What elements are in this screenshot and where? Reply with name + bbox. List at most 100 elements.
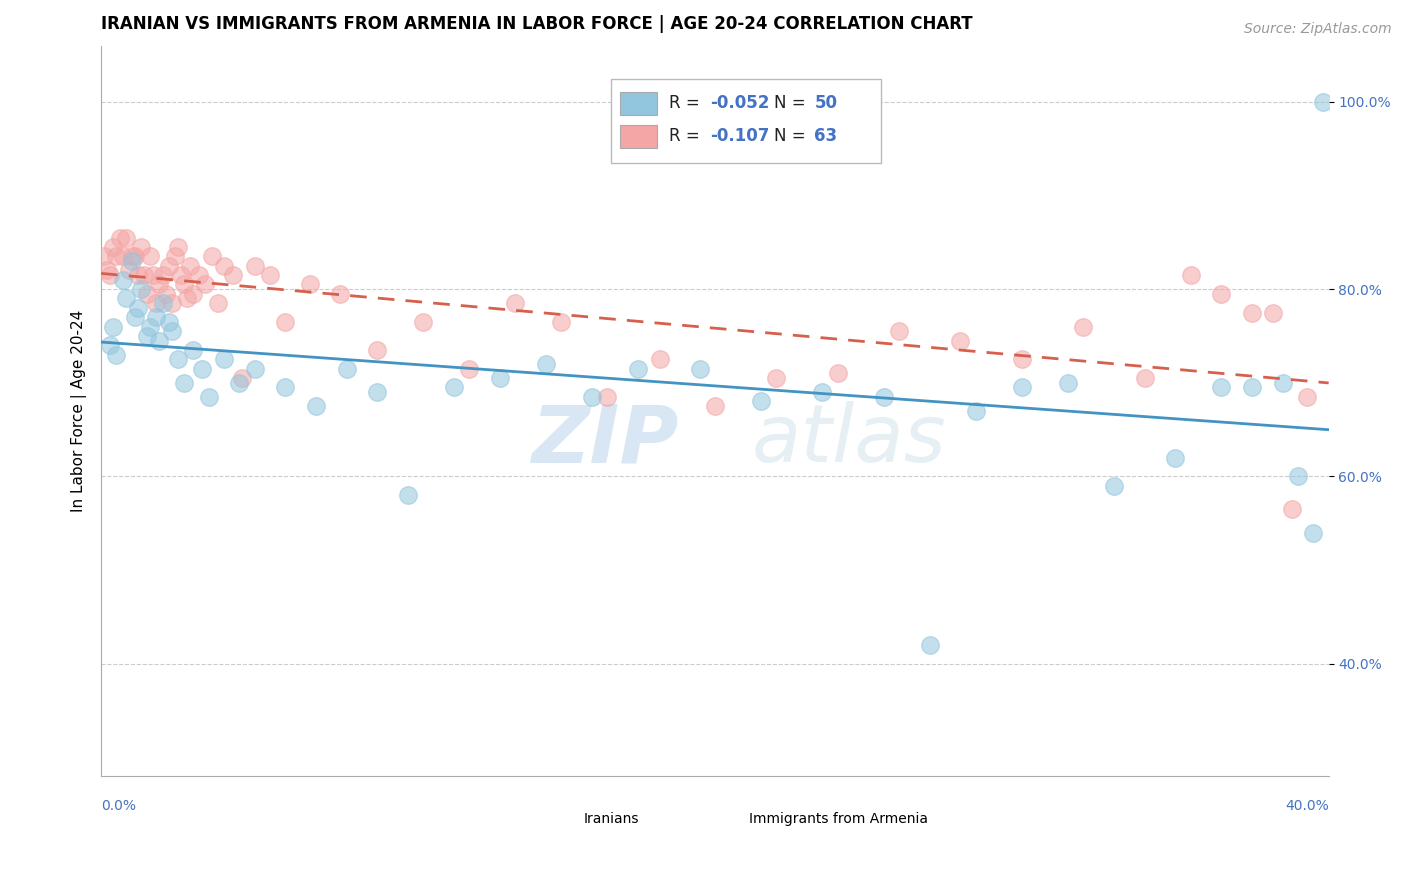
Point bbox=[201, 249, 224, 263]
Point bbox=[1133, 371, 1156, 385]
Text: atlas: atlas bbox=[752, 401, 946, 479]
Point bbox=[152, 268, 174, 282]
Y-axis label: In Labor Force | Age 20-24: In Labor Force | Age 20-24 bbox=[72, 310, 87, 512]
Point bbox=[949, 334, 972, 348]
Bar bbox=[610, 78, 880, 162]
Point bbox=[243, 259, 266, 273]
Point bbox=[176, 292, 198, 306]
Point bbox=[1056, 376, 1078, 390]
Point bbox=[596, 390, 619, 404]
Text: -0.107: -0.107 bbox=[710, 128, 769, 145]
Point bbox=[129, 240, 152, 254]
Point bbox=[366, 343, 388, 357]
Point bbox=[1071, 319, 1094, 334]
Text: 0.0%: 0.0% bbox=[101, 799, 136, 814]
Bar bbox=[620, 92, 657, 115]
Point bbox=[648, 352, 671, 367]
Bar bbox=[550, 809, 576, 830]
Point bbox=[108, 230, 131, 244]
Point bbox=[1240, 305, 1263, 319]
Point bbox=[152, 296, 174, 310]
Point bbox=[114, 292, 136, 306]
Point bbox=[366, 385, 388, 400]
Point bbox=[765, 371, 787, 385]
Point bbox=[918, 638, 941, 652]
Point bbox=[329, 286, 352, 301]
Point bbox=[191, 361, 214, 376]
Point bbox=[124, 249, 146, 263]
Point bbox=[188, 268, 211, 282]
Point bbox=[160, 296, 183, 310]
Point bbox=[749, 394, 772, 409]
Point bbox=[550, 315, 572, 329]
Point bbox=[1011, 380, 1033, 394]
Text: R =: R = bbox=[669, 95, 706, 112]
Point bbox=[121, 254, 143, 268]
Point bbox=[1296, 390, 1319, 404]
Text: 63: 63 bbox=[814, 128, 838, 145]
Bar bbox=[714, 809, 742, 830]
Point bbox=[160, 324, 183, 338]
Point bbox=[458, 361, 481, 376]
Point bbox=[114, 230, 136, 244]
Point bbox=[197, 390, 219, 404]
Point bbox=[212, 259, 235, 273]
Point bbox=[1240, 380, 1263, 394]
Point bbox=[142, 268, 165, 282]
Point bbox=[689, 361, 711, 376]
Point bbox=[243, 361, 266, 376]
Point bbox=[96, 263, 118, 277]
Text: N =: N = bbox=[773, 128, 811, 145]
Point bbox=[1211, 286, 1233, 301]
Point bbox=[1180, 268, 1202, 282]
Point bbox=[534, 357, 557, 371]
Point bbox=[170, 268, 193, 282]
Bar bbox=[620, 125, 657, 148]
Point bbox=[139, 319, 162, 334]
Point bbox=[443, 380, 465, 394]
Point bbox=[98, 338, 121, 352]
Text: Immigrants from Armenia: Immigrants from Armenia bbox=[749, 812, 928, 826]
Point bbox=[163, 249, 186, 263]
Point bbox=[98, 268, 121, 282]
Point bbox=[127, 301, 149, 315]
Point bbox=[396, 488, 419, 502]
Point bbox=[1281, 502, 1303, 516]
Text: R =: R = bbox=[669, 128, 706, 145]
Point bbox=[1102, 479, 1125, 493]
Point bbox=[1302, 525, 1324, 540]
Point bbox=[166, 240, 188, 254]
Point bbox=[1263, 305, 1285, 319]
Point bbox=[145, 310, 167, 325]
Point bbox=[627, 361, 650, 376]
Point bbox=[703, 399, 725, 413]
Point bbox=[124, 310, 146, 325]
Point bbox=[105, 249, 128, 263]
Point bbox=[181, 286, 204, 301]
Point bbox=[129, 282, 152, 296]
Point bbox=[305, 399, 328, 413]
Point bbox=[581, 390, 603, 404]
Point bbox=[1271, 376, 1294, 390]
Point bbox=[111, 249, 134, 263]
Point bbox=[1011, 352, 1033, 367]
Point bbox=[194, 277, 217, 292]
Point bbox=[103, 319, 125, 334]
Point bbox=[212, 352, 235, 367]
Point bbox=[136, 329, 159, 343]
Point bbox=[173, 277, 195, 292]
Point bbox=[118, 263, 141, 277]
Point bbox=[155, 286, 177, 301]
Point bbox=[136, 286, 159, 301]
Point bbox=[505, 296, 527, 310]
Point bbox=[887, 324, 910, 338]
Point bbox=[103, 240, 125, 254]
Point bbox=[105, 348, 128, 362]
Point bbox=[1211, 380, 1233, 394]
Point bbox=[111, 273, 134, 287]
Point bbox=[1312, 95, 1334, 109]
Point bbox=[139, 249, 162, 263]
Text: IRANIAN VS IMMIGRANTS FROM ARMENIA IN LABOR FORCE | AGE 20-24 CORRELATION CHART: IRANIAN VS IMMIGRANTS FROM ARMENIA IN LA… bbox=[101, 15, 973, 33]
Point bbox=[145, 296, 167, 310]
Text: Source: ZipAtlas.com: Source: ZipAtlas.com bbox=[1244, 22, 1392, 37]
